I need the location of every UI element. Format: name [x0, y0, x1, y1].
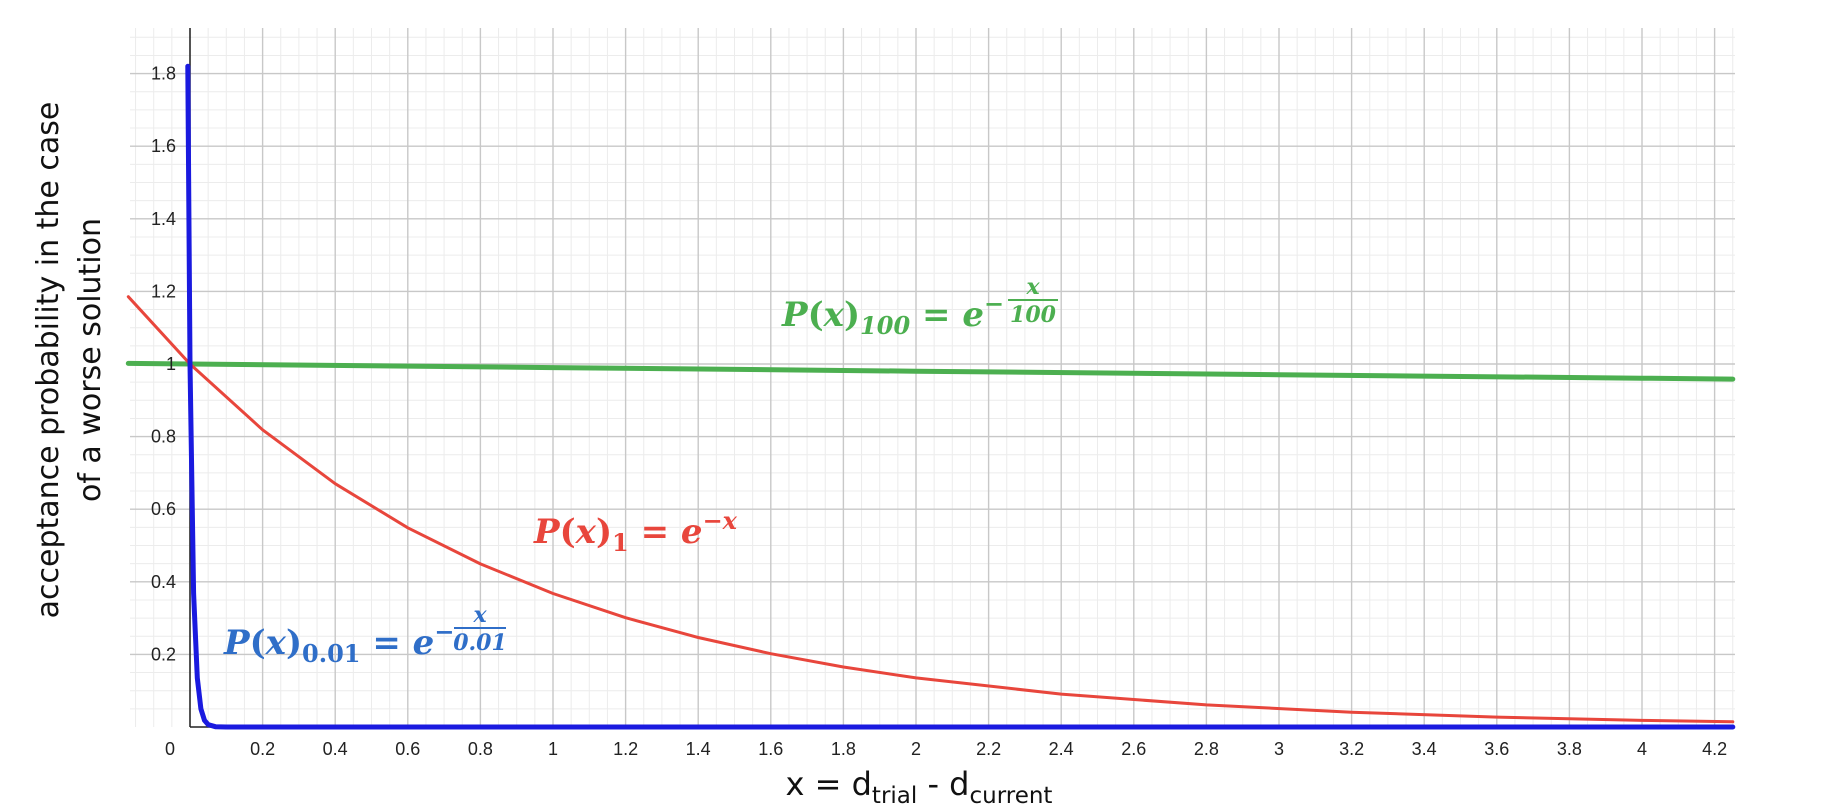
series-label-t100-den: 100 [1010, 302, 1057, 328]
x-tick-label: 2.4 [1049, 739, 1074, 759]
y-tick-label: 1.2 [151, 281, 176, 301]
series-line-t100 [125, 360, 1736, 382]
series-layer [125, 63, 1736, 730]
x-tick-label: 3.2 [1339, 739, 1364, 759]
series-label-t001-den: 0.01 [453, 630, 507, 656]
x-tick-label: 3.6 [1484, 739, 1509, 759]
series-label-t001-num: x [472, 602, 487, 628]
x-tick-label: 0.8 [468, 739, 493, 759]
y-tick-label: 0.2 [151, 644, 176, 664]
y-tick-labels: 0.2 0.4 0.6 0.8 1 1.2 1.4 1.6 1.8 [151, 64, 176, 665]
x-tick-labels: 0 0.2 0.4 0.6 0.8 1 1.2 1.4 1.6 1.8 2 2.2 2.4 2.6 2.8 3… [165, 739, 1727, 759]
series-label-t001-fraction-bar [454, 627, 506, 629]
y-tick-label: 1.8 [151, 64, 176, 84]
x-tick-label: 4.2 [1702, 739, 1727, 759]
x-tick-label: 1 [548, 739, 558, 759]
series-label-t001: P(x)0.01 = e− [223, 617, 454, 668]
x-tick-label: 3 [1274, 739, 1284, 759]
series-label-t100-fraction-bar [1008, 299, 1058, 301]
series-line-t1 [126, 295, 1735, 724]
x-tick-label: 0 [165, 739, 175, 759]
x-tick-label: 3.8 [1557, 739, 1582, 759]
x-tick-label: 0.2 [250, 739, 275, 759]
series-label-t100: P(x)100 = e− [781, 289, 1004, 340]
x-tick-label: 4 [1637, 739, 1647, 759]
series-line-t001 [185, 63, 1736, 730]
x-tick-label: 2.2 [976, 739, 1001, 759]
y-tick-label: 0.6 [151, 499, 176, 519]
x-tick-label: 3.4 [1412, 739, 1437, 759]
x-tick-label: 0.6 [395, 739, 420, 759]
series-label-t1: P(x)1 = e−x [533, 506, 738, 557]
x-axis-title: x = dtrial - dcurrent [786, 765, 1053, 809]
y-tick-label: 0.8 [151, 427, 176, 447]
x-tick-label: 1.2 [613, 739, 638, 759]
series-label-t100-num: x [1025, 274, 1040, 300]
x-tick-label: 0.4 [323, 739, 348, 759]
x-tick-label: 2 [911, 739, 921, 759]
y-axis-title-line2: of a worse solution [73, 218, 108, 502]
x-tick-label: 2.6 [1121, 739, 1146, 759]
y-tick-label: 1.6 [151, 136, 176, 156]
y-axis-title-line1: acceptance probability in the case [31, 102, 66, 619]
x-tick-label: 1.4 [686, 739, 711, 759]
y-tick-label: 1 [166, 354, 176, 374]
x-tick-label: 2.8 [1194, 739, 1219, 759]
y-tick-label: 0.4 [151, 572, 176, 592]
x-tick-label: 1.8 [831, 739, 856, 759]
y-tick-label: 1.4 [151, 209, 176, 229]
x-tick-label: 1.6 [758, 739, 783, 759]
